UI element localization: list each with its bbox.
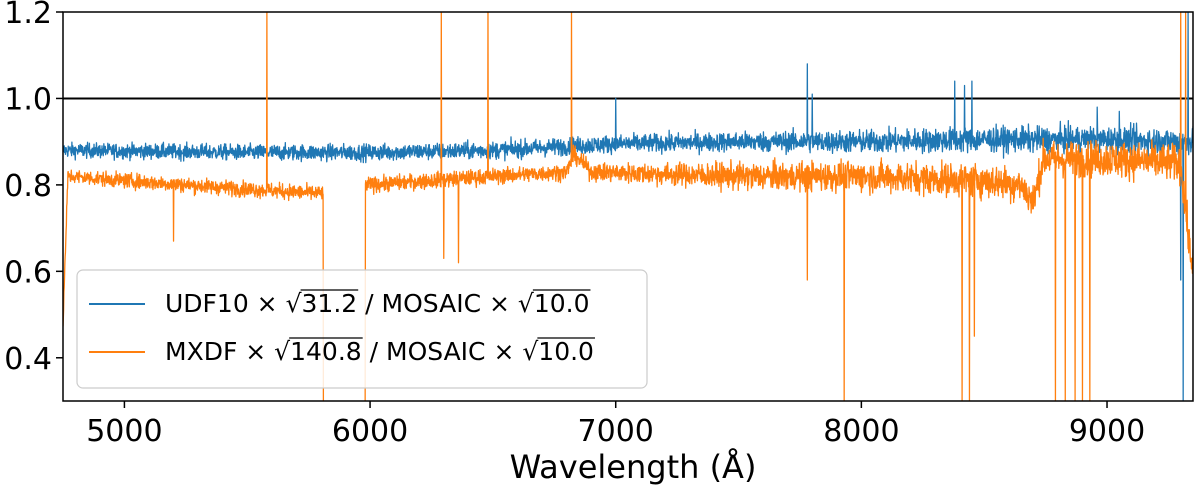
series-lines [63, 12, 1193, 401]
x-tick-label: 7000 [578, 414, 654, 449]
y-tick-label: 1.2 [4, 0, 52, 31]
y-tick-label: 0.4 [4, 342, 52, 377]
x-tick-label: 9000 [1069, 414, 1145, 449]
y-tick-label: 0.8 [4, 169, 52, 204]
x-tick-label: 8000 [823, 414, 899, 449]
legend-entry: MXDF × √140.8 / MOSAIC × √10.0 [89, 337, 595, 366]
legend-entry: UDF10 × √31.2 / MOSAIC × √10.0 [89, 289, 591, 318]
y-tick-label: 1.0 [4, 82, 52, 117]
legend-label: MXDF × √140.8 / MOSAIC × √10.0 [165, 337, 594, 366]
y-tick-label: 0.6 [4, 255, 52, 290]
plot-frame [62, 11, 1194, 402]
series-line-mxdf [63, 12, 1193, 401]
legend: UDF10 × √31.2 / MOSAIC × √10.0 MXDF × √14… [76, 269, 648, 389]
x-tick-label: 5000 [86, 414, 162, 449]
x-tick-label: 6000 [332, 414, 408, 449]
legend-label: UDF10 × √31.2 / MOSAIC × √10.0 [165, 289, 589, 318]
x-axis-label: Wavelength (Å) [510, 448, 757, 486]
axes: 5000 6000 7000 8000 9000 0.4 0.6 0.8 1.0 1.2 Wavel… [4, 0, 1194, 486]
legend-box [76, 269, 648, 389]
series-line-udf10 [63, 12, 1193, 401]
